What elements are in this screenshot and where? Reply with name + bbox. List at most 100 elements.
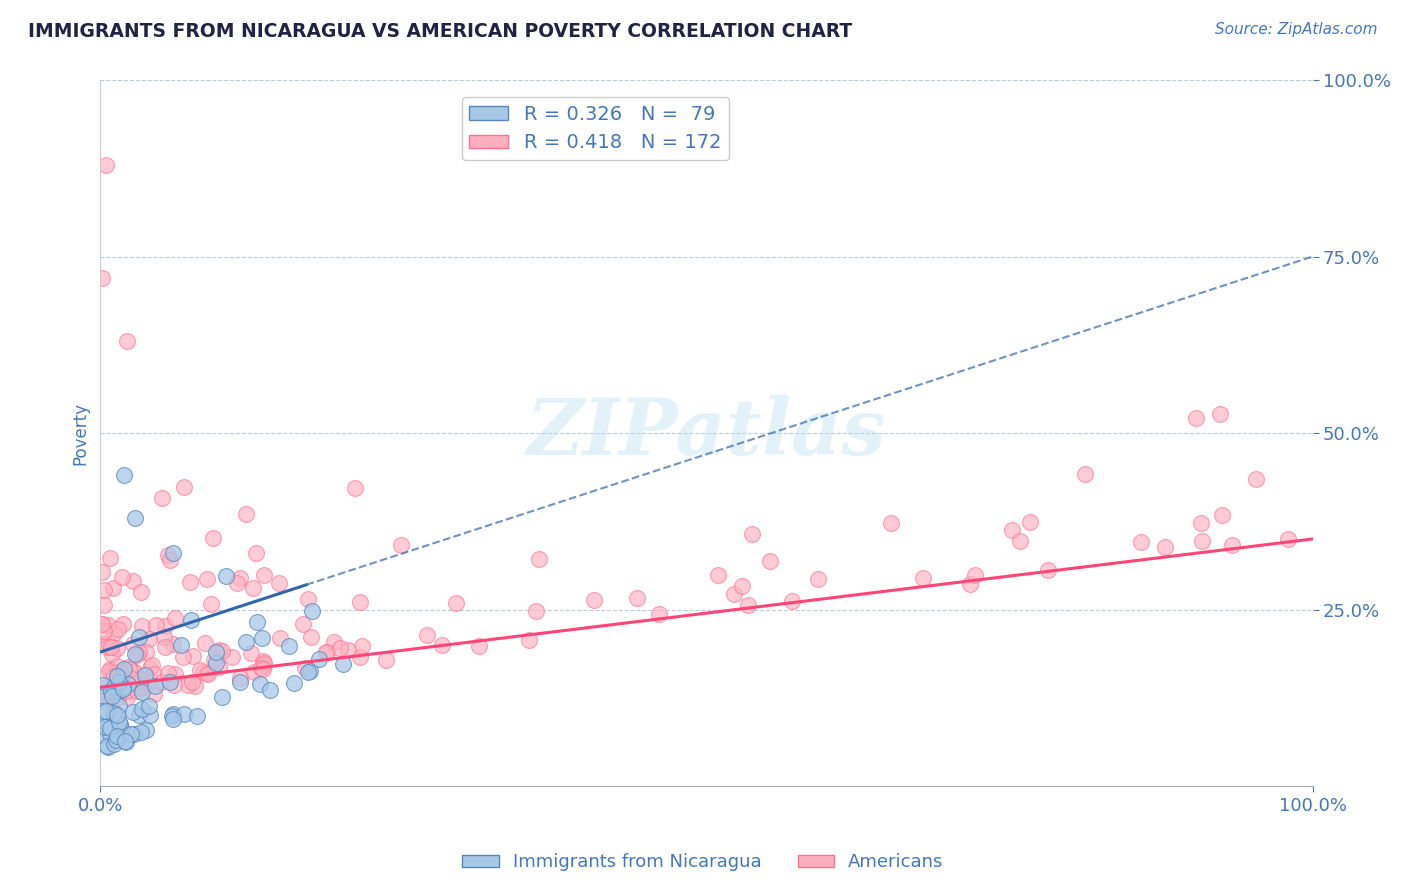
Point: [115, 734, 138, 748]
Point: [807, 572, 830, 586]
Point: [111, 667, 134, 681]
Point: [90, 616, 112, 631]
Point: [100, 684, 122, 698]
Point: [202, 653, 225, 667]
Point: [138, 698, 160, 713]
Point: [297, 592, 319, 607]
Point: [172, 650, 194, 665]
Point: [98, 721, 121, 735]
Point: [91, 694, 114, 708]
Point: [707, 567, 730, 582]
Point: [292, 616, 315, 631]
Point: [162, 706, 184, 721]
Point: [184, 680, 207, 694]
Point: [225, 576, 247, 591]
Point: [165, 666, 187, 681]
Point: [107, 690, 129, 704]
Point: [114, 684, 136, 698]
Point: [162, 712, 184, 726]
Point: [352, 639, 374, 653]
Point: [111, 682, 134, 697]
Point: [298, 664, 321, 678]
Point: [173, 706, 195, 721]
Point: [1211, 508, 1233, 523]
Point: [117, 660, 139, 674]
Point: [250, 661, 273, 675]
Point: [93, 599, 115, 613]
Point: [90, 704, 112, 718]
Point: [91, 728, 114, 742]
Point: [131, 619, 153, 633]
Point: [122, 637, 145, 651]
Y-axis label: Poverty: Poverty: [72, 401, 89, 465]
Point: [253, 658, 276, 673]
Point: [183, 649, 205, 664]
Point: [105, 733, 128, 747]
Text: ZIPatlas: ZIPatlas: [527, 395, 886, 471]
Point: [107, 622, 129, 636]
Point: [98, 727, 121, 741]
Point: [252, 662, 274, 676]
Point: [101, 681, 124, 696]
Point: [150, 675, 173, 690]
Point: [98, 551, 121, 566]
Point: [107, 684, 129, 698]
Point: [97, 640, 120, 655]
Point: [114, 662, 136, 676]
Point: [349, 594, 371, 608]
Point: [246, 615, 269, 629]
Point: [170, 639, 193, 653]
Point: [103, 680, 125, 694]
Point: [1036, 563, 1059, 577]
Point: [118, 662, 141, 676]
Text: IMMIGRANTS FROM NICARAGUA VS AMERICAN POVERTY CORRELATION CHART: IMMIGRANTS FROM NICARAGUA VS AMERICAN PO…: [28, 22, 852, 41]
Point: [145, 618, 167, 632]
Point: [124, 510, 146, 524]
Point: [245, 546, 267, 560]
Point: [911, 571, 934, 585]
Point: [94, 680, 117, 694]
Point: [322, 634, 344, 648]
Point: [132, 679, 155, 693]
Point: [205, 656, 228, 670]
Point: [111, 680, 134, 694]
Point: [336, 643, 359, 657]
Point: [128, 630, 150, 644]
Point: [301, 604, 323, 618]
Point: [221, 649, 243, 664]
Point: [1209, 407, 1232, 421]
Point: [278, 639, 301, 653]
Point: [329, 640, 352, 655]
Point: [159, 674, 181, 689]
Point: [240, 646, 263, 660]
Point: [108, 717, 131, 731]
Point: [97, 617, 120, 632]
Point: [880, 516, 903, 530]
Point: [250, 631, 273, 645]
Point: [122, 664, 145, 678]
Point: [205, 645, 228, 659]
Point: [375, 653, 398, 667]
Point: [101, 581, 124, 595]
Point: [122, 665, 145, 679]
Point: [529, 551, 551, 566]
Point: [180, 674, 202, 689]
Point: [297, 665, 319, 679]
Point: [152, 491, 174, 506]
Point: [177, 678, 200, 692]
Point: [197, 666, 219, 681]
Point: [153, 640, 176, 655]
Point: [97, 636, 120, 650]
Point: [200, 597, 222, 611]
Point: [117, 334, 139, 349]
Point: [128, 708, 150, 723]
Point: [107, 715, 129, 730]
Point: [94, 689, 117, 703]
Point: [316, 645, 339, 659]
Point: [96, 689, 118, 703]
Point: [100, 690, 122, 704]
Point: [105, 669, 128, 683]
Point: [1010, 534, 1032, 549]
Point: [124, 682, 146, 697]
Point: [93, 624, 115, 638]
